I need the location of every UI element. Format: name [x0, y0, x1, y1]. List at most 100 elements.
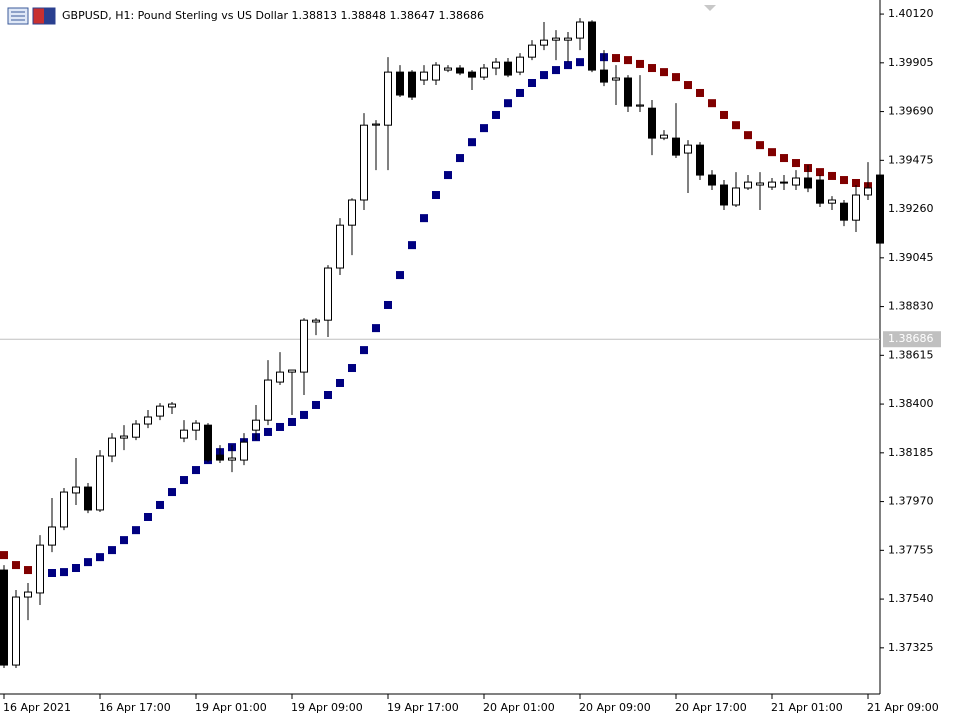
candle-body: [192, 422, 200, 431]
candle-body: [360, 124, 368, 201]
candle-body: [204, 424, 212, 461]
indicator-block: [96, 553, 104, 562]
candle-body: [528, 44, 536, 58]
icon-flag-part: [44, 8, 55, 24]
indicator-block: [504, 99, 512, 108]
candle-body: [384, 71, 392, 126]
candle-body: [552, 37, 560, 41]
indicator-block: [348, 364, 356, 373]
indicator-block: [852, 178, 860, 187]
candle-body: [348, 199, 356, 226]
candle-body: [84, 486, 92, 511]
candle-body: [108, 437, 116, 457]
indicator-block: [12, 561, 20, 570]
indicator-block: [444, 171, 452, 180]
candle-body: [252, 419, 260, 431]
x-tick-label: 19 Apr 01:00: [195, 701, 267, 714]
indicator-block: [144, 512, 152, 521]
candle-body: [852, 194, 860, 221]
candle-body: [672, 137, 680, 156]
candle-body: [624, 77, 632, 107]
candle-body: [372, 123, 380, 126]
indicator-block: [372, 324, 380, 333]
indicator-block: [768, 148, 776, 157]
indicator-block: [480, 124, 488, 133]
candle-body: [408, 71, 416, 98]
candle-body: [504, 61, 512, 76]
x-tick-label: 19 Apr 09:00: [291, 701, 363, 714]
y-tick-label: 1.37540: [888, 592, 934, 605]
last-price-label: 1.38686: [888, 332, 934, 345]
candle-body: [456, 67, 464, 74]
candle-body: [756, 182, 764, 186]
candle-body: [144, 416, 152, 425]
candle-body: [588, 21, 596, 71]
candle-body: [324, 267, 332, 321]
candle-body: [288, 369, 296, 373]
candle-body: [228, 457, 236, 461]
indicator-block: [672, 73, 680, 82]
candle-body: [732, 187, 740, 206]
indicator-block: [696, 88, 704, 97]
candle-body: [444, 67, 452, 71]
indicator-block: [492, 110, 500, 119]
indicator-block: [132, 526, 140, 535]
candle-body: [612, 77, 620, 81]
indicator-block: [288, 417, 296, 426]
candle-body: [264, 379, 272, 421]
indicator-block: [660, 68, 668, 77]
indicator-block: [636, 59, 644, 68]
indicator-block: [180, 476, 188, 485]
candle-body: [828, 199, 836, 204]
indicator-block: [816, 168, 824, 177]
candle-body: [180, 429, 188, 439]
indicator-block: [60, 568, 68, 577]
candle-body: [312, 319, 320, 323]
candle-body: [684, 144, 692, 154]
candle-body: [744, 181, 752, 189]
candle-body: [864, 187, 872, 196]
indicator-block: [264, 427, 272, 436]
x-tick-label: 20 Apr 01:00: [483, 701, 555, 714]
candle-body: [660, 134, 668, 139]
candle-body: [24, 591, 32, 598]
candle-body: [636, 104, 644, 107]
y-tick-label: 1.38830: [888, 300, 934, 313]
indicator-block: [552, 66, 560, 75]
candle-body: [396, 71, 404, 96]
y-tick-label: 1.40120: [888, 7, 934, 20]
indicator-block: [48, 568, 56, 577]
toolbar-icons: [7, 7, 56, 25]
indicator-block: [576, 58, 584, 67]
candle-body: [300, 319, 308, 373]
indicator-block: [420, 214, 428, 223]
candle-body: [696, 144, 704, 176]
indicator-block: [792, 159, 800, 168]
indicator-block: [300, 410, 308, 419]
candle-body: [60, 491, 68, 528]
x-tick-label: 21 Apr 01:00: [771, 701, 843, 714]
y-tick-label: 1.39045: [888, 251, 934, 264]
indicator-block: [192, 466, 200, 475]
candle-body: [708, 174, 716, 186]
candle-body: [156, 405, 164, 417]
indicator-block: [624, 56, 632, 65]
candle-body: [516, 56, 524, 73]
last-price-box: [883, 331, 941, 348]
indicator-block: [384, 300, 392, 309]
indicator-block: [72, 564, 80, 573]
indicator-block: [396, 271, 404, 280]
indicator-block: [528, 79, 536, 88]
candle-body: [840, 202, 848, 221]
indicator-block: [612, 54, 620, 63]
candle-body: [132, 423, 140, 438]
x-tick-label: 20 Apr 09:00: [579, 701, 651, 714]
indicator-block: [780, 154, 788, 163]
x-tick-label: 16 Apr 2021: [3, 701, 71, 714]
indicator-block: [720, 110, 728, 119]
candle-body: [36, 544, 44, 594]
candle-body: [336, 224, 344, 269]
